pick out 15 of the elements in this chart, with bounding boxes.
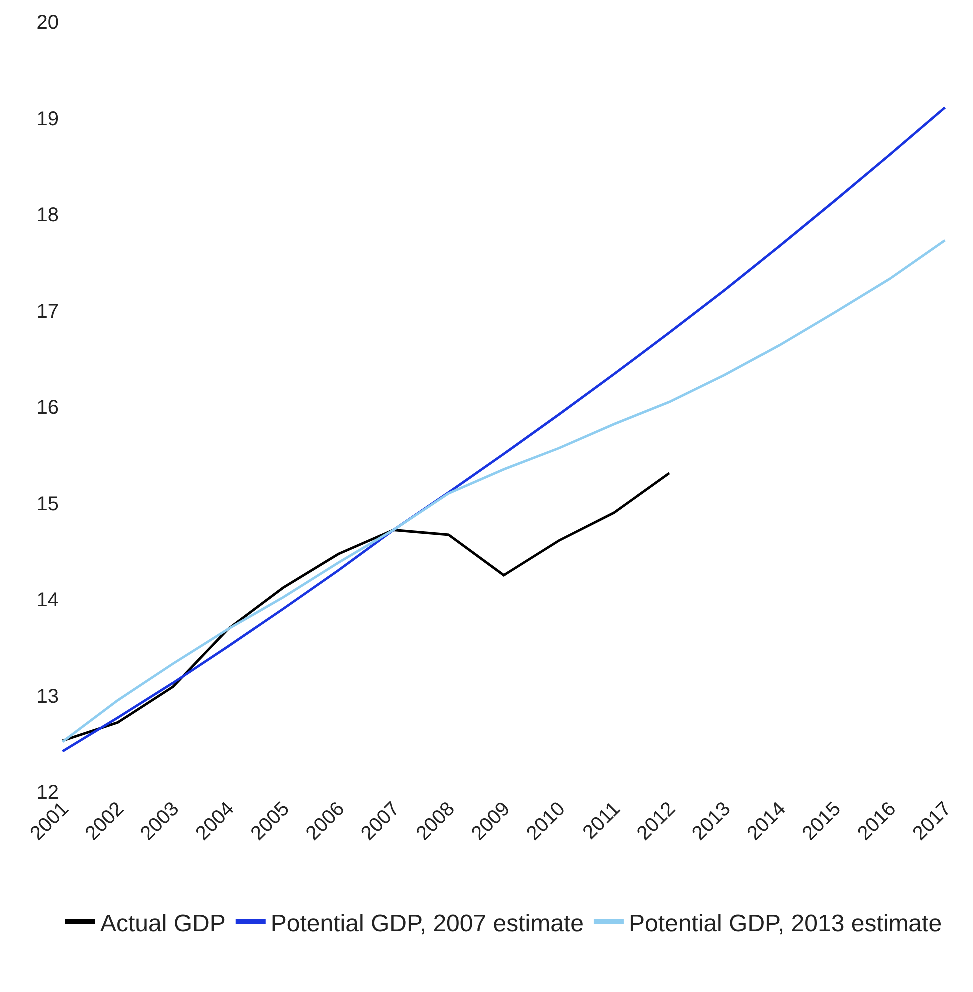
legend-label: Potential GDP, 2007 estimate <box>270 910 584 938</box>
legend-label: Actual GDP <box>100 910 226 938</box>
y-tick-label: 14 <box>36 590 59 612</box>
line-series <box>62 239 946 744</box>
y-tick-label: 15 <box>36 493 59 516</box>
y-tick-label: 12 <box>36 782 59 804</box>
y-tick-label: 20 <box>36 12 59 34</box>
line-series <box>62 106 946 753</box>
y-tick-label: 19 <box>36 108 59 130</box>
legend-label: Potential GDP, 2013 estimate <box>628 910 942 938</box>
line-series <box>62 472 671 742</box>
y-tick-label: 18 <box>36 204 59 226</box>
y-tick-label: 16 <box>36 397 59 419</box>
y-tick-label: 13 <box>36 686 59 708</box>
y-tick-label: 17 <box>36 300 59 323</box>
